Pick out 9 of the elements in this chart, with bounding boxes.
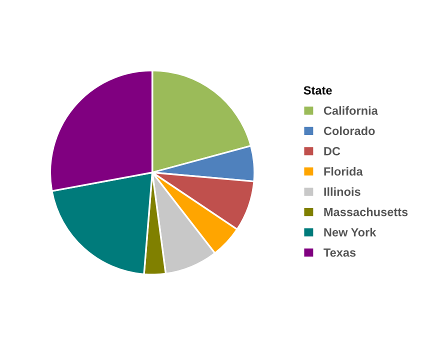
legend-label: Massachusetts	[324, 208, 408, 216]
legend-label: DC	[324, 147, 340, 156]
legend-label: California	[324, 106, 378, 115]
legend-label: Illinois	[324, 187, 360, 196]
legend-label: Florida	[324, 167, 363, 176]
legend-label: Colorado	[324, 126, 375, 136]
legend-label: New York	[324, 228, 376, 236]
legend-title: State	[304, 86, 332, 95]
legend-label: Texas	[324, 248, 356, 257]
